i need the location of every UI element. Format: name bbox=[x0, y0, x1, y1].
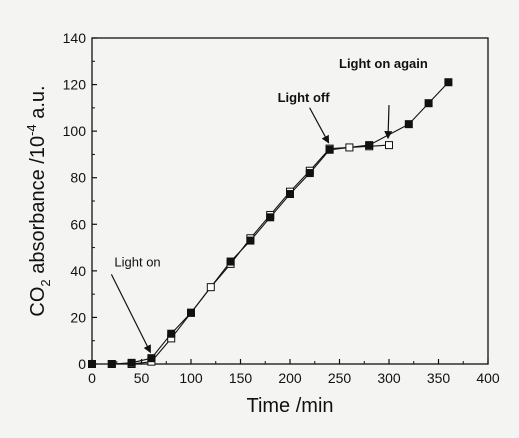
annotation-label: Light on bbox=[114, 254, 160, 269]
annotation-label: Light on again bbox=[339, 56, 428, 71]
x-axis-title: Time /min bbox=[246, 395, 333, 417]
x-tick-label: 250 bbox=[328, 370, 352, 386]
axis-ticks: 0 50 100 150 200 250 300 350 400 0 20 40 60 80 100 120 1… bbox=[63, 30, 500, 386]
x-tick-label: 0 bbox=[88, 370, 96, 386]
y-tick-label: 60 bbox=[70, 216, 86, 232]
x-tick-label: 300 bbox=[377, 370, 401, 386]
y-label-middle: absorbance /10 bbox=[27, 136, 49, 279]
filled-square-point bbox=[444, 78, 453, 87]
filled-square-point bbox=[305, 169, 314, 178]
x-tick-label: 200 bbox=[278, 370, 302, 386]
y-label-subscript: 2 bbox=[38, 279, 53, 286]
annotation-arrow bbox=[110, 274, 151, 354]
series-line-1 bbox=[92, 81, 449, 365]
filled-square-point bbox=[325, 145, 334, 154]
x-tick-label: 150 bbox=[229, 370, 253, 386]
filled-square-point bbox=[404, 120, 413, 129]
filled-square-point bbox=[286, 190, 294, 199]
filled-square-point bbox=[187, 308, 195, 317]
annotation-arrow bbox=[384, 105, 393, 140]
x-tick-label: 350 bbox=[427, 370, 451, 386]
filled-square-point bbox=[266, 213, 275, 222]
x-tick-label: 50 bbox=[134, 370, 150, 386]
filled-square-point bbox=[246, 236, 255, 245]
open-square-point bbox=[385, 141, 393, 150]
y-label-suffix: a.u. bbox=[27, 85, 49, 124]
plot-border bbox=[91, 37, 489, 365]
y-label-prefix: CO bbox=[27, 287, 49, 317]
filled-square-point bbox=[226, 257, 235, 266]
y-axis-title: CO2 absorbance /10-4 a.u. bbox=[24, 85, 53, 316]
y-tick-label: 40 bbox=[70, 263, 86, 279]
filled-square-point bbox=[167, 329, 176, 338]
series-line-2 bbox=[92, 144, 390, 365]
annotations: Light on Light off Light on again bbox=[110, 56, 428, 354]
filled-square-point bbox=[365, 141, 374, 150]
open-square-point bbox=[345, 143, 354, 152]
y-tick-label: 100 bbox=[63, 123, 87, 139]
y-label-superscript: -4 bbox=[24, 124, 39, 136]
x-tick-label: 400 bbox=[476, 370, 500, 386]
filled-square-point bbox=[107, 360, 116, 368]
y-tick-label: 120 bbox=[63, 77, 87, 93]
annotation-arrow bbox=[309, 107, 330, 144]
filled-square-point bbox=[424, 99, 433, 108]
annotation-label: Light off bbox=[278, 90, 331, 105]
series-markers bbox=[88, 78, 453, 368]
open-square-point bbox=[206, 283, 215, 292]
filled-square-point bbox=[147, 354, 156, 363]
series-lines bbox=[92, 81, 449, 365]
y-tick-label: 80 bbox=[70, 170, 86, 186]
plot-frame bbox=[91, 37, 489, 365]
x-tick-label: 100 bbox=[179, 370, 203, 386]
y-tick-label: 0 bbox=[78, 356, 86, 372]
filled-square-point bbox=[88, 360, 96, 368]
y-tick-label: 20 bbox=[70, 309, 86, 325]
y-tick-label: 140 bbox=[63, 30, 87, 46]
filled-square-point bbox=[127, 358, 136, 367]
